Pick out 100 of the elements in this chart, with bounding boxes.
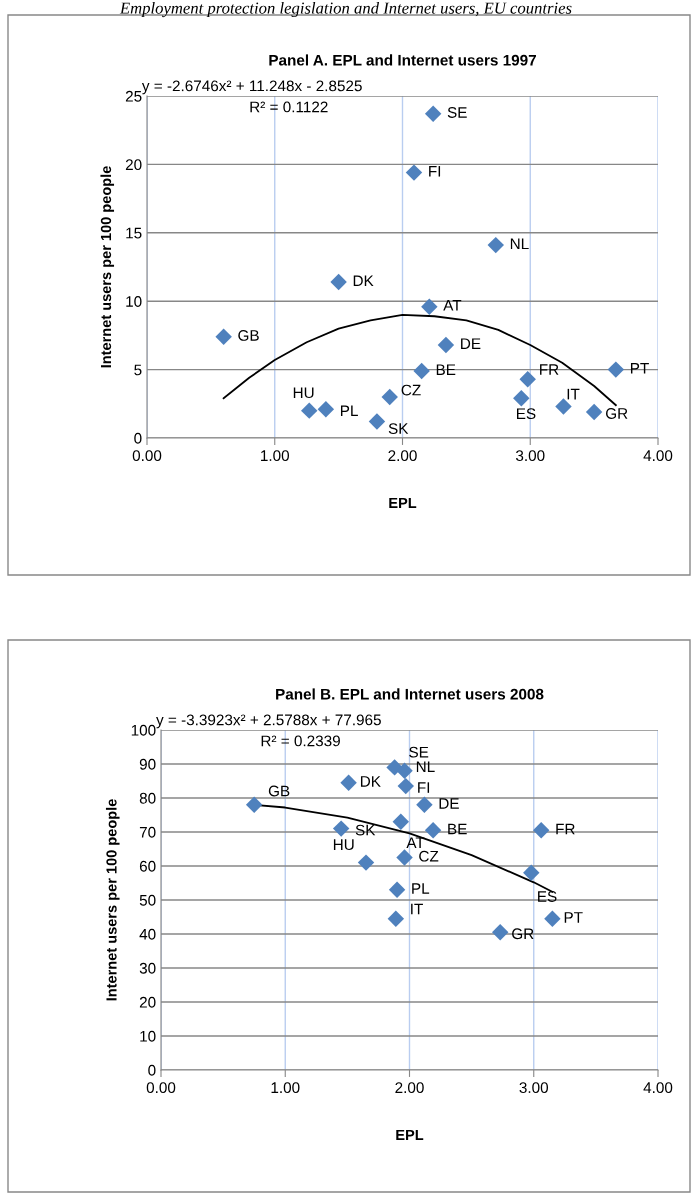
y-tick-label: 25: [125, 90, 142, 102]
y-tick-label: 5: [134, 364, 142, 376]
point: [405, 164, 423, 181]
x-tick-label: 2.00: [388, 450, 417, 462]
annotation: SK: [388, 423, 409, 435]
annotation: SE: [447, 107, 467, 118]
annotation: IT: [567, 388, 580, 400]
point: [368, 413, 386, 430]
point: [585, 403, 603, 421]
y-tick-label: 40: [139, 928, 156, 940]
point: [424, 105, 442, 122]
annotation: CZ: [419, 850, 439, 862]
x-tick-label: 3.00: [515, 450, 545, 462]
annotation: BE: [448, 823, 467, 835]
annotation: PL: [412, 883, 430, 894]
point: [421, 298, 438, 315]
chart-title: Panel B. EPL and Internet users 2008: [276, 688, 544, 700]
annotation: AT: [443, 300, 462, 311]
annotation: R² = 0.2339: [261, 735, 340, 747]
point: [544, 910, 561, 927]
y-axis-title: Internet users per 100 people: [105, 799, 120, 1001]
annotation: CZ: [401, 384, 421, 396]
y-tick-label: 0: [148, 1064, 156, 1076]
text: y = -2.6746x² + 11.248x - 2.8525: [141, 80, 362, 95]
x-tick-label: 0.00: [132, 450, 162, 462]
point: [215, 328, 232, 345]
y-tick-label: 20: [125, 159, 142, 171]
annotation: HU: [333, 839, 354, 851]
x-tick-label: 4.00: [643, 1082, 673, 1094]
annotation: HU: [293, 387, 314, 399]
y-tick-label: 70: [139, 826, 156, 838]
annotation: DE: [439, 798, 459, 809]
annotation: NL: [416, 761, 435, 772]
x-tick-label: 0.00: [146, 1082, 176, 1094]
chart-title: Panel A. EPL and Internet users 1997: [269, 54, 536, 66]
point: [513, 390, 530, 407]
y-tick-label: 50: [139, 894, 156, 906]
y-tick-label: 10: [126, 296, 142, 307]
point: [607, 361, 625, 378]
y-tick-label: 20: [139, 996, 156, 1008]
point: [392, 813, 410, 831]
point: [555, 398, 572, 415]
annotation: ES: [517, 408, 536, 420]
point: [388, 881, 406, 899]
annotation: FR: [540, 364, 559, 375]
point: [487, 236, 504, 254]
annotation: PT: [630, 363, 649, 374]
annotation: DK: [360, 776, 381, 787]
point: [437, 336, 455, 354]
annotation: FR: [556, 823, 575, 835]
point: [396, 762, 413, 780]
point: [332, 820, 350, 837]
annotation: FI: [418, 782, 430, 793]
x-tick-label: 4.00: [643, 450, 673, 462]
point: [317, 401, 335, 418]
annotation: PT: [564, 912, 583, 923]
point: [387, 910, 405, 927]
annotation: GR: [606, 408, 628, 419]
point: [245, 796, 263, 814]
annotation: GB: [268, 785, 290, 797]
y-axis-title: Internet users per 100 people: [100, 166, 115, 368]
x-tick-label: 1.00: [271, 1082, 300, 1094]
point: [357, 854, 375, 871]
y-tick-label: 0: [134, 432, 142, 444]
point: [301, 402, 318, 419]
annotation: GB: [238, 330, 259, 341]
y-tick-label: 30: [139, 962, 156, 974]
x-axis-title: EPL: [396, 1129, 424, 1140]
y-tick-label: 80: [139, 792, 156, 804]
annotation: ES: [538, 891, 557, 902]
point: [491, 924, 509, 941]
annotation: NL: [510, 238, 529, 250]
annotation: SK: [355, 824, 376, 836]
y-tick-label: 10: [140, 1030, 156, 1042]
point: [532, 822, 550, 839]
point: [424, 822, 442, 839]
point: [396, 849, 413, 866]
annotation: SE: [409, 746, 429, 758]
x-tick-label: 1.00: [261, 450, 290, 462]
annotation: DE: [461, 338, 481, 349]
point: [330, 273, 347, 291]
y-tick-label: 60: [139, 860, 156, 872]
y-tick-label: 90: [139, 758, 156, 770]
point: [381, 388, 398, 406]
annotation: BE: [436, 364, 456, 375]
point: [519, 370, 536, 388]
annotation: DK: [353, 275, 374, 286]
x-tick-label: 3.00: [519, 1082, 549, 1094]
x-axis-title: EPL: [389, 497, 417, 508]
x-tick-label: 2.00: [395, 1082, 424, 1094]
point: [413, 362, 430, 380]
text: Employment protection legislation and Internet users, EU countries: [119, 2, 572, 18]
annotation: R² = 0.1122: [250, 101, 328, 113]
annotation: GR: [512, 928, 534, 940]
point: [397, 777, 414, 795]
point: [523, 864, 540, 882]
annotation: PL: [340, 405, 358, 416]
y-tick-label: 15: [126, 227, 142, 239]
annotation: IT: [411, 903, 423, 915]
text: y = -3.3923x² + 2.5788x + 77.965: [156, 714, 381, 729]
